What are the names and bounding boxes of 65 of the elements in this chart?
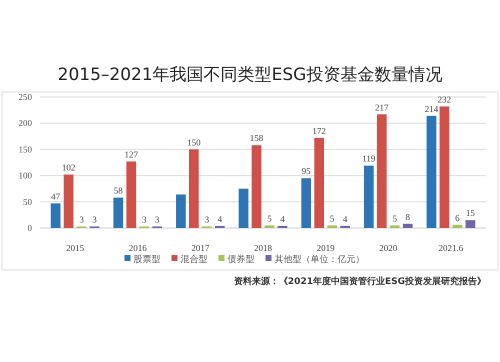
bar <box>252 145 262 228</box>
data-label: 232 <box>438 94 452 104</box>
bar <box>402 224 413 228</box>
x-tick-label: 2020 <box>379 243 398 253</box>
data-label: 3 <box>79 214 84 224</box>
bar <box>390 225 400 228</box>
x-tick-label: 2018 <box>254 243 272 253</box>
y-tick-label: 100 <box>18 170 32 181</box>
data-label: 102 <box>62 162 76 173</box>
x-tick-label: 2017 <box>191 243 210 253</box>
data-label: 3 <box>92 214 98 224</box>
bar <box>376 114 387 228</box>
bar <box>314 138 324 228</box>
bar <box>238 188 248 228</box>
x-tick-label: 2015 <box>66 243 85 253</box>
data-label: 119 <box>362 154 376 164</box>
chart-title: 2015–2021年我国不同类型ESG投资基金数量情况 <box>58 65 442 85</box>
data-label: 4 <box>218 214 223 224</box>
y-tick-label: 50 <box>23 196 32 207</box>
bar <box>466 220 476 228</box>
data-label: 5 <box>330 213 335 224</box>
data-label: 8 <box>405 212 410 222</box>
legend-label: 债券型 <box>228 254 254 265</box>
data-label: 6 <box>455 212 460 223</box>
data-label: 3 <box>142 214 147 224</box>
data-label: 150 <box>187 137 202 148</box>
bar <box>452 224 462 228</box>
y-tick-label: 0 <box>28 223 32 233</box>
y-tick-label: 200 <box>18 118 32 128</box>
data-label: 214 <box>424 104 439 114</box>
bar <box>176 194 186 228</box>
bar <box>50 203 60 228</box>
y-tick-label: 150 <box>18 144 32 154</box>
data-label: 47 <box>51 191 61 202</box>
data-label: 217 <box>375 102 390 112</box>
bar <box>64 174 74 228</box>
bar <box>440 106 450 228</box>
data-label: 4 <box>342 214 348 224</box>
bar <box>264 225 274 228</box>
legend-label: 混合型 <box>180 254 208 265</box>
data-label: 5 <box>267 213 272 224</box>
bar <box>301 178 312 228</box>
data-label: 58 <box>114 186 124 196</box>
x-tick-label: 2019 <box>316 243 336 253</box>
bar <box>126 161 136 228</box>
y-tick-label: 250 <box>18 92 32 102</box>
data-label: 15 <box>466 208 476 218</box>
bar <box>364 166 374 228</box>
data-label: 4 <box>280 214 286 224</box>
legend-label: 其他型（单位：亿元） <box>274 254 364 265</box>
data-label: 3 <box>154 214 160 224</box>
bar <box>327 225 337 228</box>
bar <box>426 116 436 228</box>
data-label: 3 <box>204 214 210 224</box>
bar <box>113 198 124 228</box>
data-label: 158 <box>250 133 264 144</box>
data-label: 127 <box>124 149 138 160</box>
bar <box>189 149 199 228</box>
text: 资料来源：《2021年度中国资管行业ESG投资发展研究报告》 <box>234 276 486 287</box>
x-tick-label: 2016 <box>128 243 148 253</box>
data-label: 172 <box>312 126 326 136</box>
data-label: 95 <box>302 166 312 176</box>
data-label: 5 <box>392 213 398 224</box>
x-tick-label: 2021.6 <box>438 243 464 253</box>
legend-label: 股票型 <box>134 254 160 265</box>
